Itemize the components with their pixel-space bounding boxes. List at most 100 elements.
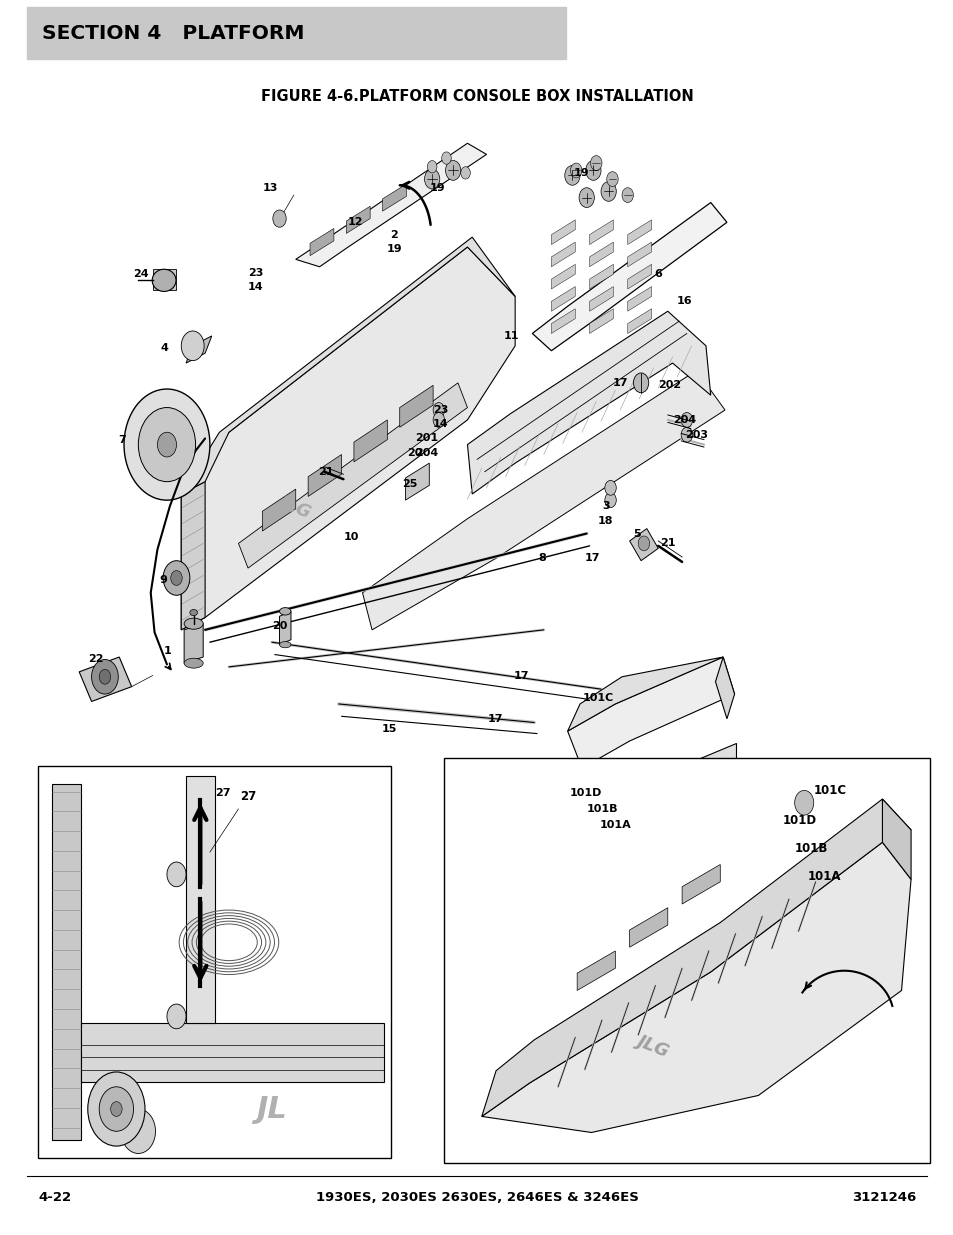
Text: 1: 1: [164, 646, 172, 656]
Polygon shape: [238, 383, 467, 568]
Polygon shape: [589, 264, 613, 289]
Ellipse shape: [190, 610, 197, 616]
Polygon shape: [152, 269, 176, 290]
Circle shape: [570, 163, 581, 178]
Circle shape: [582, 813, 596, 830]
Polygon shape: [627, 220, 651, 245]
Text: 101D: 101D: [569, 788, 601, 798]
Text: 2: 2: [390, 230, 397, 240]
Text: 201: 201: [415, 433, 437, 443]
Text: 101D: 101D: [781, 814, 816, 826]
Circle shape: [590, 156, 601, 170]
Circle shape: [606, 172, 618, 186]
Circle shape: [460, 167, 470, 179]
Polygon shape: [186, 336, 212, 363]
Text: 21: 21: [659, 538, 675, 548]
Circle shape: [99, 669, 111, 684]
Circle shape: [138, 408, 195, 482]
Circle shape: [121, 1109, 155, 1153]
Text: 15: 15: [381, 724, 396, 734]
Polygon shape: [627, 287, 651, 311]
Circle shape: [680, 427, 692, 442]
Circle shape: [167, 1004, 186, 1029]
Polygon shape: [629, 908, 667, 947]
Polygon shape: [362, 370, 724, 630]
Text: 25: 25: [402, 479, 417, 489]
Polygon shape: [295, 143, 486, 267]
Text: 20: 20: [272, 621, 287, 631]
FancyBboxPatch shape: [27, 7, 565, 59]
Polygon shape: [567, 657, 722, 731]
Text: 101A: 101A: [598, 820, 631, 830]
Text: 12: 12: [348, 217, 363, 227]
Circle shape: [638, 536, 649, 551]
Polygon shape: [551, 287, 575, 311]
Circle shape: [445, 161, 460, 180]
Polygon shape: [681, 864, 720, 904]
Polygon shape: [467, 311, 710, 494]
Text: 101C: 101C: [582, 693, 613, 703]
Text: 4: 4: [160, 343, 168, 353]
Text: 9: 9: [159, 576, 167, 585]
Polygon shape: [399, 385, 433, 427]
Text: 8: 8: [537, 553, 545, 563]
Polygon shape: [715, 657, 734, 719]
Polygon shape: [551, 242, 575, 267]
Circle shape: [433, 412, 444, 427]
Text: 19: 19: [430, 183, 445, 193]
Text: 203: 203: [684, 430, 707, 440]
Text: JLG: JLG: [634, 1031, 672, 1061]
Text: 6: 6: [654, 269, 661, 279]
Circle shape: [564, 165, 579, 185]
Circle shape: [578, 188, 594, 207]
Polygon shape: [186, 776, 214, 1023]
Circle shape: [633, 373, 648, 393]
Circle shape: [794, 790, 813, 815]
Polygon shape: [279, 611, 291, 645]
Text: 24: 24: [133, 269, 149, 279]
Polygon shape: [79, 657, 132, 701]
Ellipse shape: [279, 642, 291, 648]
Polygon shape: [589, 287, 613, 311]
Text: 5: 5: [633, 529, 640, 538]
Polygon shape: [81, 1023, 383, 1082]
Text: 10: 10: [343, 532, 358, 542]
Text: 3: 3: [601, 501, 609, 511]
Circle shape: [424, 169, 439, 189]
Text: 22: 22: [89, 655, 104, 664]
Polygon shape: [184, 624, 203, 663]
Circle shape: [600, 182, 616, 201]
Bar: [38, 766, 391, 1158]
Text: FIGURE 4-6.PLATFORM CONSOLE BOX INSTALLATION: FIGURE 4-6.PLATFORM CONSOLE BOX INSTALLA…: [260, 89, 693, 104]
Polygon shape: [551, 220, 575, 245]
Text: 101B: 101B: [585, 804, 618, 814]
Polygon shape: [589, 220, 613, 245]
Polygon shape: [567, 657, 734, 768]
Ellipse shape: [152, 269, 175, 291]
Polygon shape: [882, 799, 910, 879]
Circle shape: [163, 561, 190, 595]
Text: SECTION 4   PLATFORM: SECTION 4 PLATFORM: [42, 23, 304, 43]
Circle shape: [157, 432, 176, 457]
Circle shape: [273, 210, 286, 227]
Text: 7: 7: [118, 435, 126, 445]
Circle shape: [680, 412, 692, 427]
Circle shape: [441, 152, 451, 164]
Polygon shape: [551, 264, 575, 289]
Text: JLG: JLG: [276, 492, 314, 521]
Polygon shape: [627, 242, 651, 267]
Polygon shape: [481, 842, 910, 1132]
Polygon shape: [532, 203, 726, 351]
Polygon shape: [181, 247, 515, 630]
Text: 101A: 101A: [807, 871, 841, 883]
Polygon shape: [181, 482, 205, 630]
Polygon shape: [52, 784, 81, 1140]
Ellipse shape: [184, 658, 203, 668]
Polygon shape: [481, 799, 910, 1116]
Polygon shape: [577, 951, 615, 990]
Text: JL: JL: [256, 1094, 287, 1124]
Polygon shape: [579, 766, 753, 864]
Text: 204: 204: [415, 448, 437, 458]
Text: 27: 27: [215, 788, 231, 798]
Text: 27: 27: [239, 790, 256, 803]
